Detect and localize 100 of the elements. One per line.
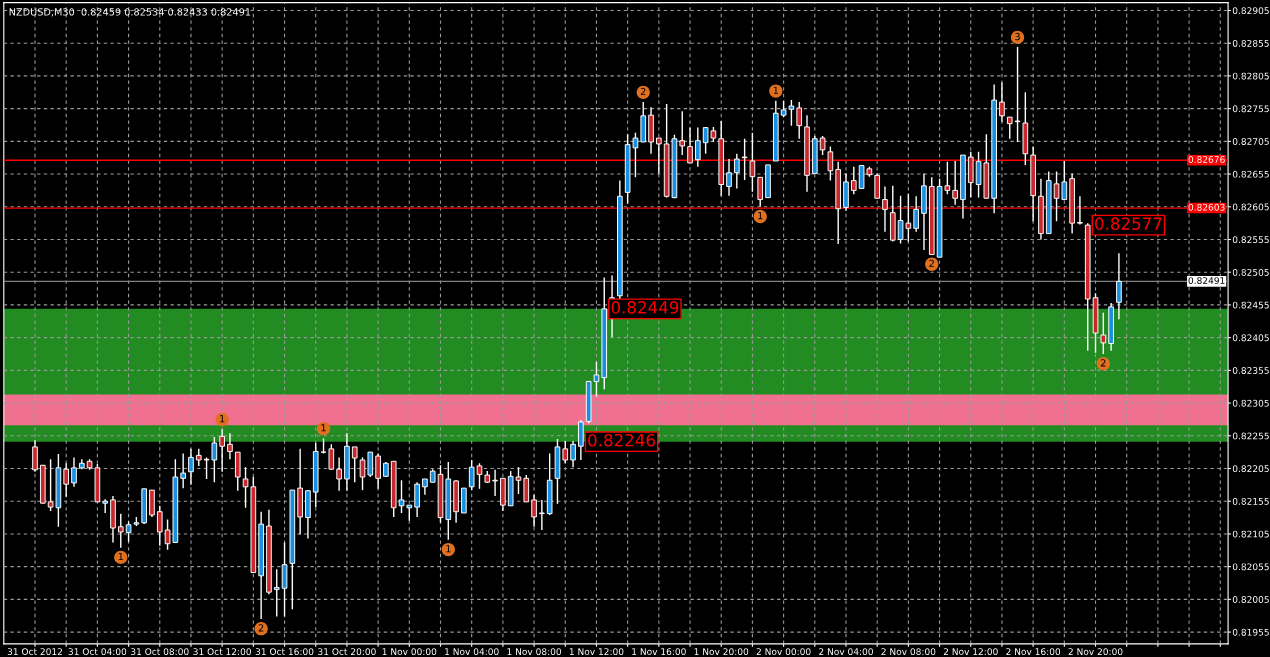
x-tick-label: 31 Oct 12:00: [193, 648, 251, 656]
candlestick: [882, 185, 888, 233]
annotation: 0.82577: [1095, 217, 1162, 230]
candlestick: [733, 153, 740, 190]
candlestick: [71, 456, 77, 488]
y-tick-label: 0.82805: [1232, 72, 1269, 80]
x-tick-label: 31 Oct 04:00: [68, 648, 127, 656]
x-tick-label: 1 Nov 04:00: [445, 648, 499, 656]
candlestick: [827, 145, 834, 182]
candlestick: [757, 176, 764, 208]
annotation: 1: [773, 86, 778, 94]
candlestick: [1014, 46, 1021, 143]
candlestick: [492, 469, 498, 497]
x-tick-label: 2 Nov 16:00: [1006, 648, 1061, 656]
x-tick-label: 2 Nov 04:00: [819, 648, 873, 656]
candlestick: [336, 456, 342, 492]
candlestick: [531, 493, 537, 528]
annotation: 2: [929, 259, 934, 267]
candlestick: [562, 440, 569, 464]
candlestick: [375, 452, 381, 490]
candlestick: [273, 568, 280, 618]
candlestick: [695, 126, 701, 168]
annotation: 1: [220, 415, 225, 423]
candlestick: [63, 462, 70, 498]
x-tick-label: 31 Oct 2012: [7, 648, 62, 656]
candlestick: [999, 81, 1005, 123]
annotation: 3: [1015, 32, 1020, 41]
x-tick-label: 1 Nov 12:00: [569, 648, 624, 656]
ref-line-label: 0.82676: [1188, 156, 1225, 163]
candlestick: [874, 172, 881, 199]
x-tick-label: 1 Nov 20:00: [694, 648, 749, 656]
candlestick: [523, 474, 530, 503]
ref-line-label: 0.82603: [1188, 203, 1225, 211]
candlestick: [398, 479, 405, 514]
y-tick-label: 0.82905: [1232, 7, 1269, 15]
x-tick-label: 31 Oct 16:00: [255, 648, 314, 656]
annotation: 2: [258, 624, 264, 632]
x-tick-label: 2 Nov 00:00: [756, 648, 811, 656]
candlestick: [679, 110, 686, 156]
y-tick-label: 0.81955: [1232, 628, 1269, 636]
y-tick-label: 0.82505: [1232, 268, 1269, 276]
x-tick-label: 2 Nov 12:00: [943, 648, 998, 656]
candlestick: [102, 498, 109, 514]
annotation: 0.82449: [611, 301, 679, 314]
y-tick-label: 0.82755: [1232, 105, 1269, 113]
candlestick: [1006, 116, 1013, 140]
candlestick: [913, 195, 919, 233]
candlestick: [850, 166, 857, 196]
y-tick-label: 0.82155: [1232, 497, 1269, 505]
candlestick: [328, 443, 335, 471]
candlestick: [539, 499, 545, 531]
candlestick: [156, 505, 163, 547]
candlestick: [796, 101, 803, 140]
candlestick: [180, 452, 186, 489]
annotation: 0.82246: [588, 433, 655, 447]
candlestick: [351, 446, 358, 483]
x-tick-label: 2 Nov 08:00: [881, 648, 936, 656]
y-tick-label: 0.82855: [1232, 39, 1269, 47]
candlestick: [219, 428, 225, 473]
x-tick-label: 1 Nov 16:00: [632, 648, 686, 656]
candlestick: [819, 135, 826, 156]
candlestick: [656, 137, 662, 175]
y-tick-label: 0.82305: [1232, 399, 1269, 407]
candlestick: [117, 512, 124, 549]
annotation: 1: [446, 545, 451, 553]
candlestick: [1100, 312, 1107, 355]
y-tick-label: 0.82655: [1232, 170, 1269, 178]
candlestick: [1077, 195, 1083, 226]
annotation: 1: [118, 552, 123, 561]
x-tick-label: 1 Nov 08:00: [507, 648, 562, 656]
y-tick-label: 0.82205: [1232, 465, 1269, 473]
candlestick: [570, 440, 576, 468]
candlestick: [952, 160, 958, 206]
ref-line-label: 0.82491: [1188, 277, 1225, 284]
y-tick-label: 0.82255: [1232, 432, 1269, 440]
y-tick-label: 0.82705: [1232, 138, 1269, 145]
text: NZDUSD,M30 0.82459 0.82534 0.82433 0.82491: [9, 8, 251, 17]
candlestick: [726, 158, 732, 197]
annotation: 1: [758, 212, 763, 220]
candlestick: [281, 541, 288, 618]
y-tick-label: 0.82355: [1232, 367, 1269, 374]
annotation: 2: [1100, 359, 1106, 367]
candlestick: [749, 132, 756, 193]
y-tick-label: 0.82005: [1232, 596, 1269, 603]
y-tick-label: 0.82555: [1232, 236, 1269, 244]
candlestick: [687, 126, 693, 164]
candlestick: [188, 448, 194, 486]
y-tick-label: 0.82055: [1232, 563, 1269, 571]
x-tick-label: 31 Oct 20:00: [318, 648, 376, 656]
y-tick-label: 0.82605: [1232, 203, 1269, 211]
candlestick: [414, 481, 420, 518]
annotation: 2: [640, 87, 646, 96]
candlestick: [32, 439, 38, 473]
candlestick: [1116, 252, 1122, 321]
x-tick-label: 1 Nov 00:00: [382, 648, 437, 656]
candlestick: [741, 138, 748, 181]
y-tick-label: 0.82455: [1232, 301, 1269, 309]
x-tick-label: 31 Oct 08:00: [131, 648, 189, 656]
x-tick-label: 2 Nov 20:00: [1068, 648, 1123, 656]
annotation: 1: [321, 424, 326, 432]
